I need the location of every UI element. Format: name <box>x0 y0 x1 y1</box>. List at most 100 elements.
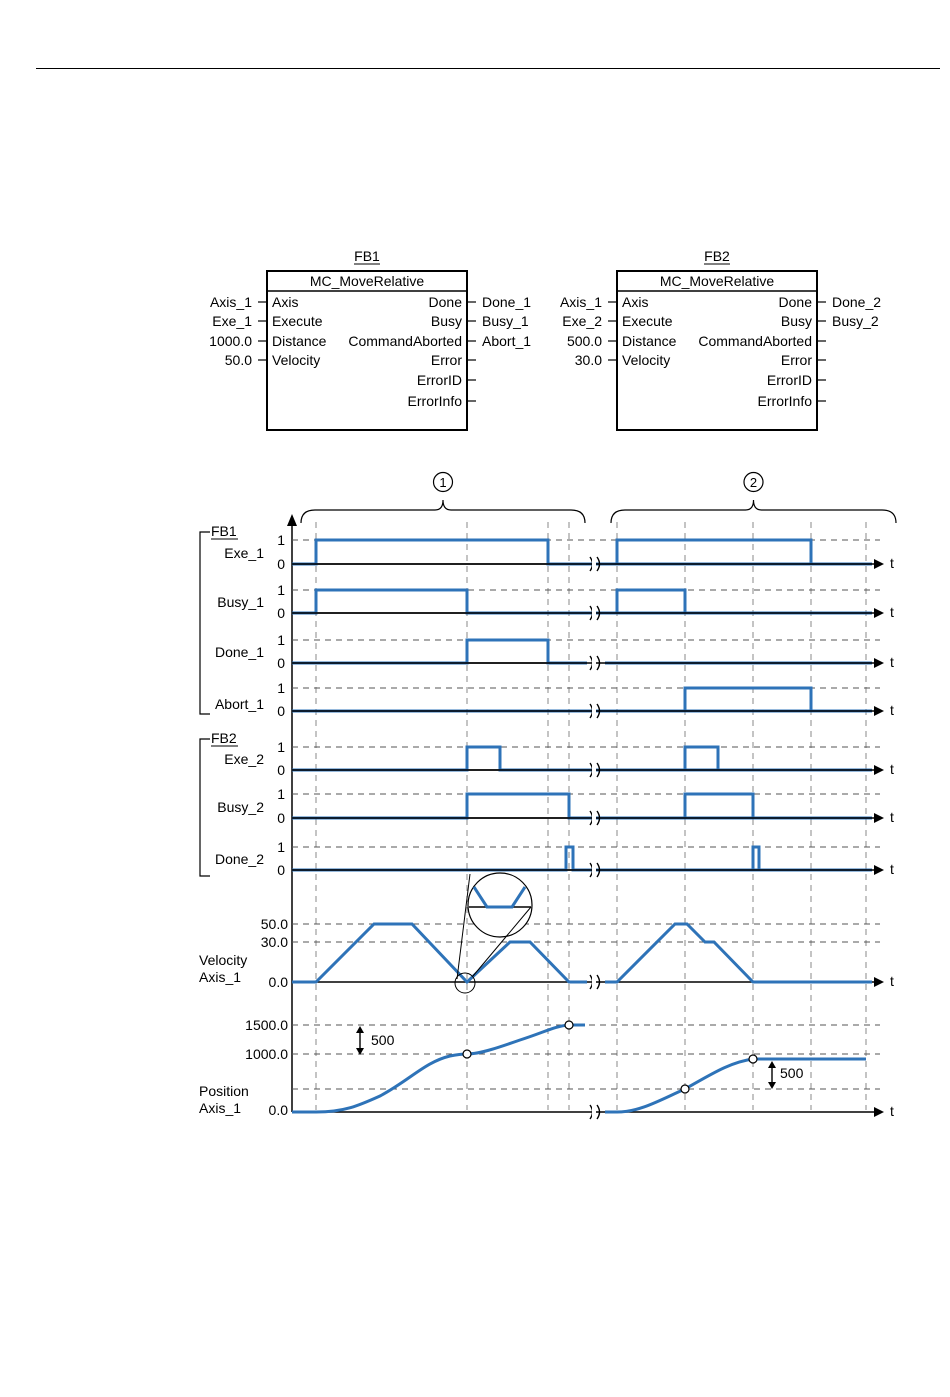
input-pin-label: Execute <box>272 313 323 329</box>
callout-circle <box>432 471 454 493</box>
signal-name: Done_2 <box>215 851 264 867</box>
axis-break-gap <box>592 605 596 621</box>
position-axis-label: Axis_1 <box>199 1100 241 1116</box>
input-pin-label: Velocity <box>622 352 670 368</box>
velocity-tick-label: 30.0 <box>261 934 288 950</box>
input-pin-value: Exe_2 <box>562 313 602 329</box>
signal-name: Exe_2 <box>224 751 264 767</box>
zoom-target-circle <box>454 972 476 994</box>
output-pin-label: CommandAborted <box>698 333 812 349</box>
input-pin-label: Distance <box>622 333 677 349</box>
output-pin-value: Done_2 <box>832 294 881 310</box>
time-axis-arrowhead <box>874 658 884 668</box>
time-axis-arrowhead <box>874 608 884 618</box>
function-block-fb1 <box>258 263 476 431</box>
axis-break-gap <box>592 974 596 990</box>
time-axis-label: t <box>890 604 894 620</box>
position-marker <box>680 1084 690 1094</box>
callout-brace <box>300 499 586 524</box>
delta-arrow-2-head-down <box>768 1082 776 1089</box>
output-pin-label: ErrorInfo <box>758 393 813 409</box>
signal-name: Busy_1 <box>217 594 264 610</box>
output-pin-label: Error <box>431 352 462 368</box>
signal-trace-busy-1 <box>292 588 880 615</box>
level-high-label: 1 <box>277 786 285 802</box>
input-pin-label: Axis <box>272 294 298 310</box>
output-pin-label: ErrorID <box>767 372 812 388</box>
zoom-lens-circle <box>467 872 533 938</box>
zoom-leader-line <box>472 906 532 977</box>
axis-break-gap <box>592 703 596 719</box>
level-low-label: 0 <box>277 862 285 878</box>
axis-break-gap <box>592 556 596 572</box>
fb-box <box>266 270 468 431</box>
output-pin-label: Error <box>781 352 812 368</box>
signal-name: Exe_1 <box>224 545 264 561</box>
time-axis-label: t <box>890 1103 894 1119</box>
velocity-axis-label: Axis_1 <box>199 969 241 985</box>
input-pin-value: Exe_1 <box>212 313 252 329</box>
header-rule <box>36 68 940 69</box>
level-low-label: 0 <box>277 810 285 826</box>
delta-arrow-1-head-up <box>356 1026 364 1033</box>
signal-trace-exe-1 <box>292 538 880 566</box>
signal-trace-abort-1 <box>292 686 880 713</box>
time-axis-label: t <box>890 861 894 877</box>
time-axis-arrowhead <box>874 865 884 875</box>
level-high-label: 1 <box>277 582 285 598</box>
group-bracket <box>199 738 210 877</box>
zoom-velocity-detail <box>472 886 527 909</box>
level-high-label: 1 <box>277 632 285 648</box>
time-axis-arrowhead <box>874 706 884 716</box>
signal-name: Busy_2 <box>217 799 264 815</box>
signal-waveform <box>292 588 872 615</box>
time-axis-label: t <box>890 702 894 718</box>
input-pin-value: Axis_1 <box>560 294 602 310</box>
level-low-label: 0 <box>277 605 285 621</box>
zoom-leader-line <box>456 873 471 980</box>
position-marker <box>748 1054 758 1064</box>
input-pin-label: Axis <box>622 294 648 310</box>
distance-delta-label: 500 <box>780 1065 804 1081</box>
signal-trace-busy-2 <box>292 792 880 820</box>
signal-waveform <box>292 638 872 665</box>
signal-name: Abort_1 <box>215 696 264 712</box>
group-bracket <box>199 531 210 715</box>
signal-name: Done_1 <box>215 644 264 660</box>
output-pin-value: Busy_1 <box>482 313 529 329</box>
fb-instance-name: FB2 <box>704 248 730 264</box>
time-axis-arrowhead <box>874 813 884 823</box>
delta-arrow-1-head-down <box>356 1048 364 1055</box>
input-pin-value: 30.0 <box>575 352 602 368</box>
time-axis-label: t <box>890 654 894 670</box>
time-axis-arrowhead <box>874 1107 884 1117</box>
output-pin-label: Done <box>429 294 463 310</box>
position-tick-label: 1500.0 <box>245 1017 288 1033</box>
output-pin-label: Done <box>779 294 813 310</box>
time-axis-label: t <box>890 761 894 777</box>
callout-number: 2 <box>750 475 757 490</box>
position-marker <box>564 1020 574 1030</box>
level-high-label: 1 <box>277 839 285 855</box>
fb-type-name: MC_MoveRelative <box>660 273 775 289</box>
position-tick-label: 0.0 <box>269 1102 289 1118</box>
time-axis-arrowhead <box>874 977 884 987</box>
level-low-label: 0 <box>277 762 285 778</box>
input-pin-value: Axis_1 <box>210 294 252 310</box>
callout-number: 1 <box>439 475 446 490</box>
velocity-axis-label: Velocity <box>199 952 247 968</box>
fb-box <box>616 270 818 431</box>
position-tick-label: 1000.0 <box>245 1046 288 1062</box>
axis-arrowhead-up <box>287 514 297 526</box>
axis-break-gap <box>592 655 596 671</box>
output-pin-label: ErrorInfo <box>408 393 463 409</box>
output-pin-label: Busy <box>781 313 812 329</box>
input-pin-value: 500.0 <box>567 333 602 349</box>
position-marker <box>462 1049 472 1059</box>
axis-break-gap <box>592 862 596 878</box>
position-profile-2 <box>605 1057 866 1114</box>
output-pin-value: Busy_2 <box>832 313 879 329</box>
output-pin-label: CommandAborted <box>348 333 462 349</box>
fb-instance-name: FB1 <box>354 248 380 264</box>
axis-break-gap <box>592 762 596 778</box>
